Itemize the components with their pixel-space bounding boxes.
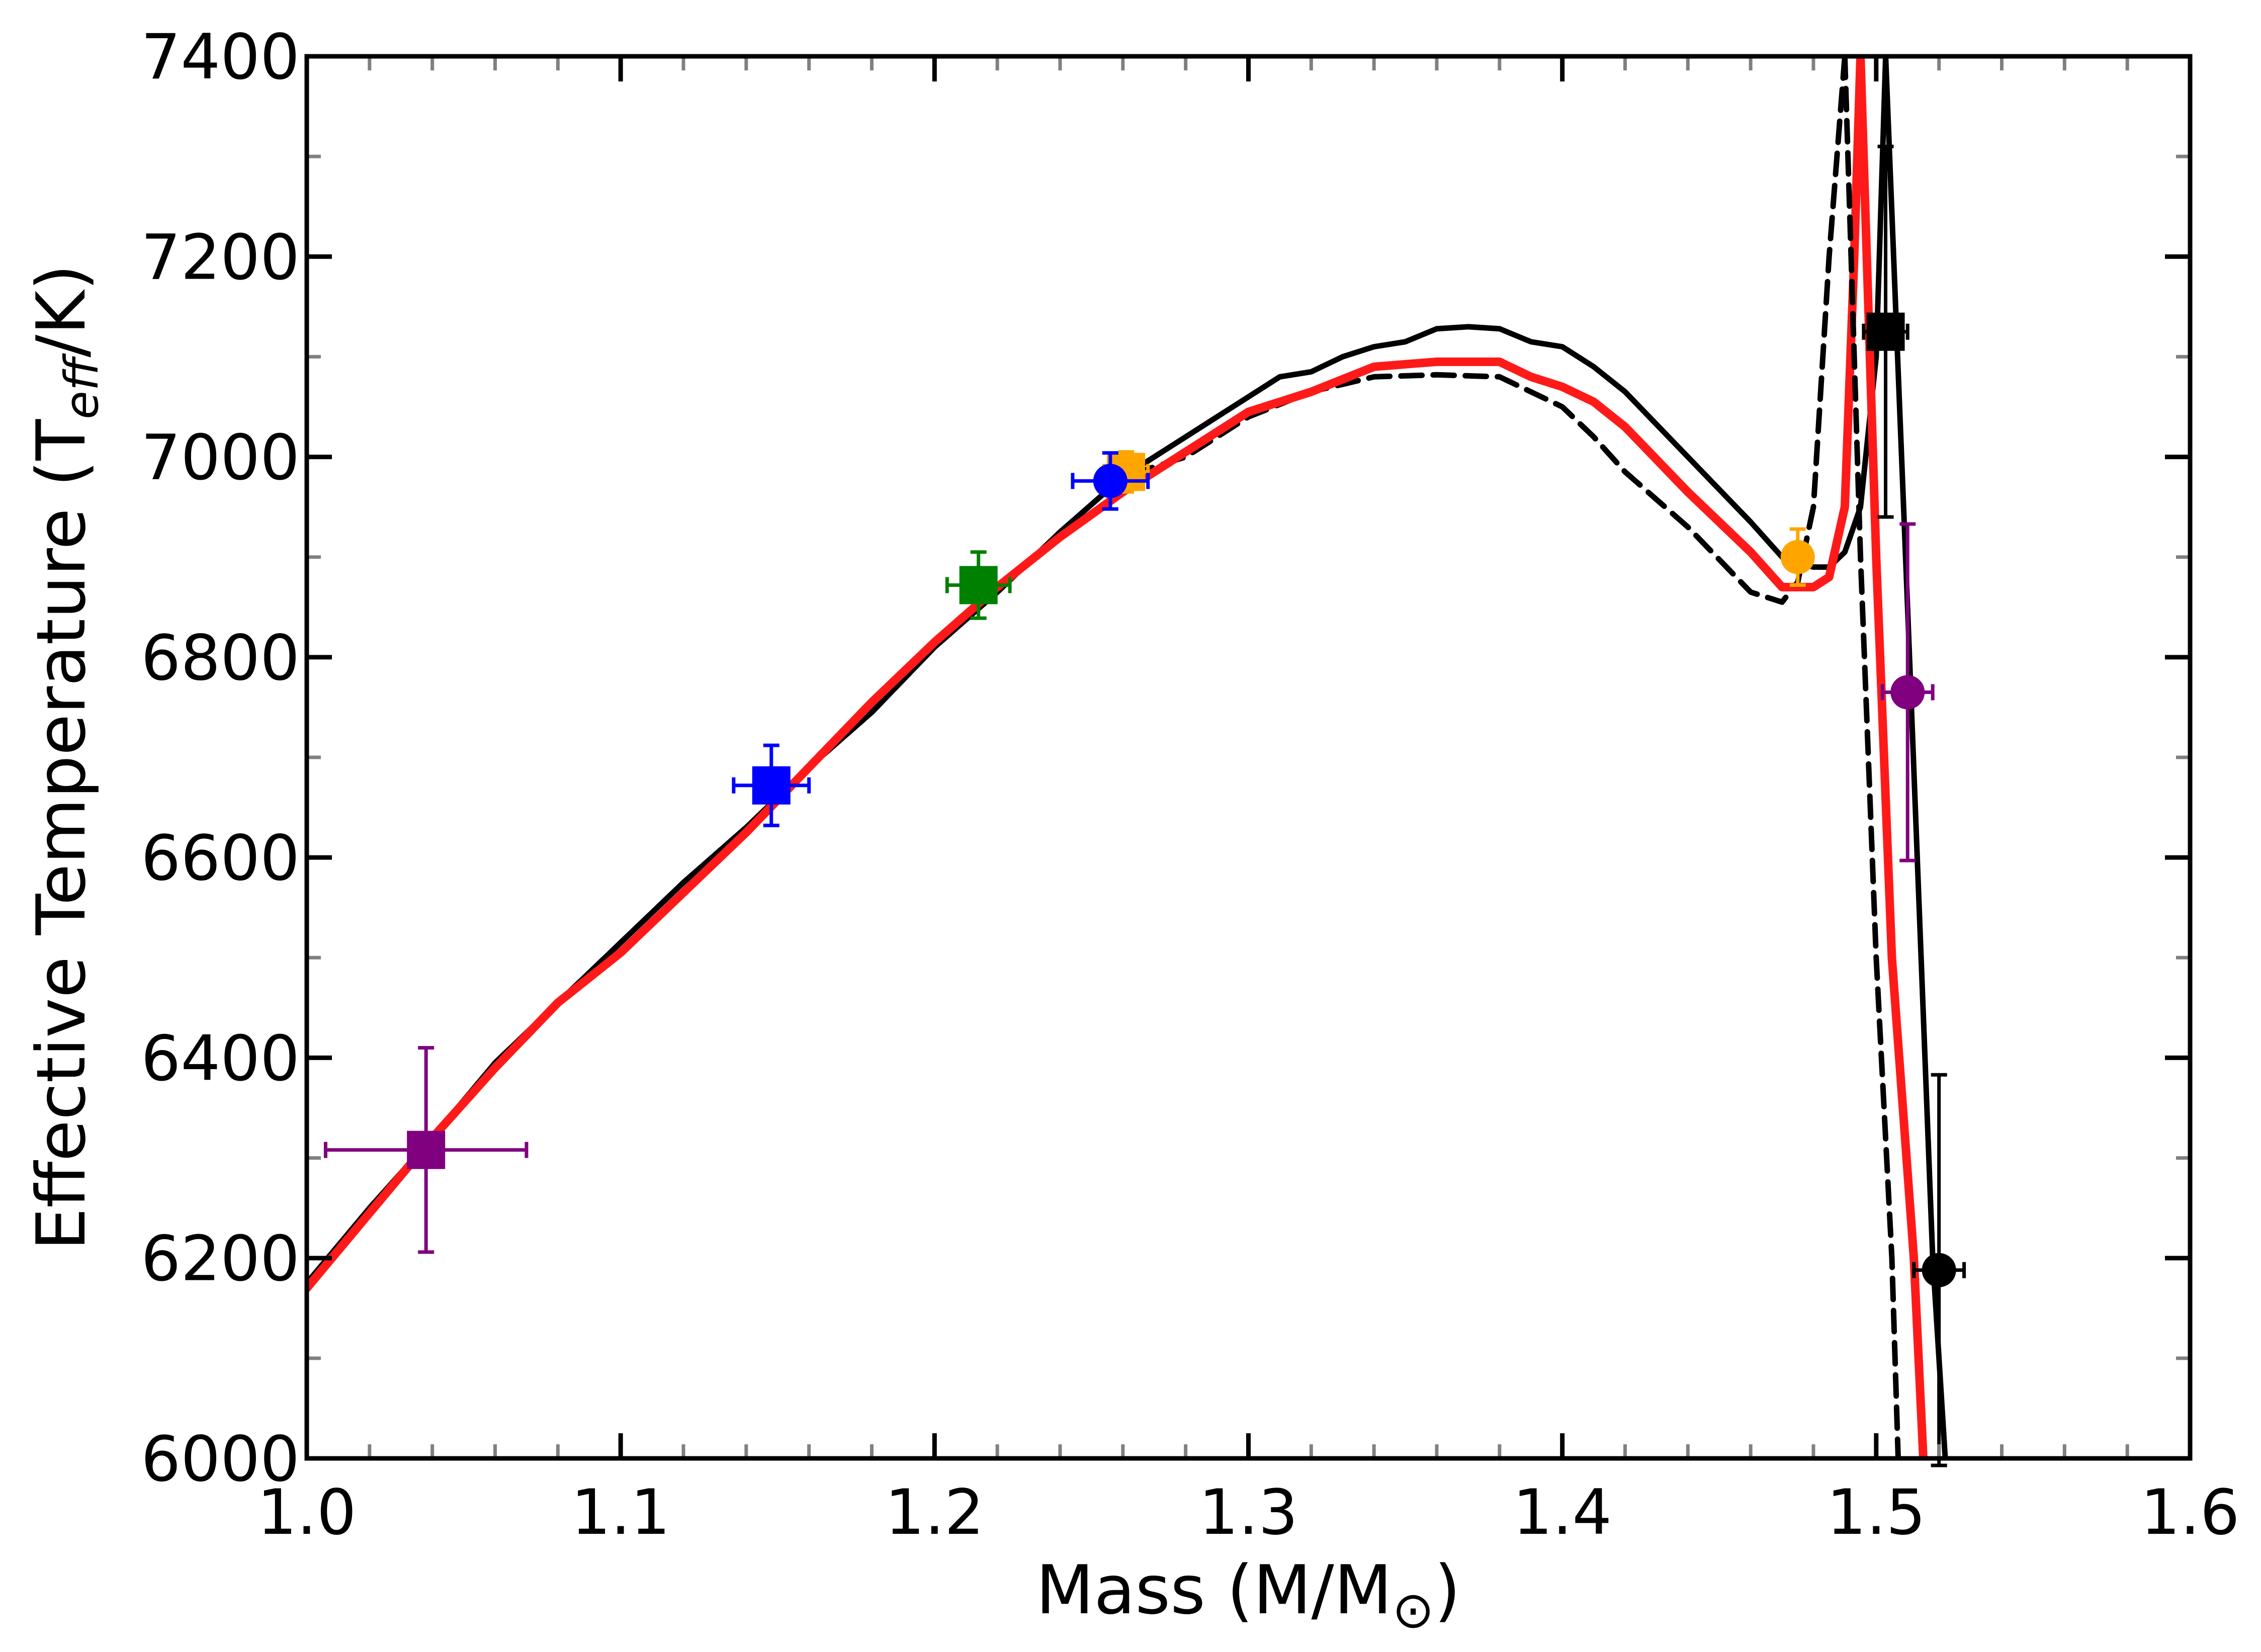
- x-tick-label: 1.6: [2140, 1476, 2239, 1549]
- y-tick-label: 6200: [141, 1223, 300, 1295]
- circle-marker: [1093, 464, 1127, 498]
- purple-circle-marker: [1880, 522, 1935, 862]
- square-marker: [407, 1131, 446, 1169]
- series-layer: [307, 56, 1948, 1458]
- descending-branch-dashed-black-line: [1842, 56, 1901, 1458]
- x-axis-label-close: ): [1434, 1551, 1460, 1629]
- y-axis-label-text: Effective Temperature (T: [22, 419, 101, 1251]
- model-dashed-black-line: [307, 56, 1848, 1286]
- black-circle-marker: [1912, 1073, 1966, 1467]
- circle-marker: [1780, 540, 1815, 574]
- x-tick-label: 1.4: [1513, 1476, 1612, 1549]
- square-marker: [959, 566, 998, 604]
- descending-branch-red-line: [1856, 56, 1928, 1458]
- x-axis-label: Mass (M/M⊙): [1036, 1551, 1461, 1639]
- square-marker: [1866, 312, 1905, 351]
- y-axis-label: Effective Temperature (Teff/K): [22, 264, 109, 1250]
- y-tick-label: 6400: [141, 1022, 300, 1095]
- x-axis-label-text: Mass (M/M: [1036, 1551, 1393, 1629]
- x-tick-labels: 1.0 1.1 1.2 1.3 1.4 1.5 1.6: [257, 1476, 2239, 1549]
- circle-marker: [1890, 675, 1925, 710]
- y-tick-label: 7000: [141, 422, 300, 494]
- green-square-marker: [945, 550, 1012, 620]
- model-solid-black-line: [307, 56, 1889, 1286]
- x-tick-label: 1.5: [1827, 1476, 1926, 1549]
- model-red-line: [307, 56, 1865, 1292]
- square-marker: [752, 766, 791, 805]
- y-tick-label: 6800: [141, 622, 300, 694]
- y-tick-label: 7400: [141, 21, 300, 94]
- x-tick-label: 1.3: [1199, 1476, 1298, 1549]
- y-axis-label-close: /K): [22, 264, 101, 357]
- y-tick-label: 6000: [141, 1423, 300, 1496]
- plot-frame: [304, 54, 2193, 1461]
- y-tick-label: 6600: [141, 822, 300, 895]
- y-tick-label: 7200: [141, 221, 300, 294]
- orange-circle-marker: [1780, 527, 1815, 587]
- purple-square-marker: [323, 1046, 529, 1254]
- y-tick-labels: 6000 6200 6400 6600 6800 7000 7200 7400: [141, 21, 300, 1496]
- sun-symbol: ⊙: [1392, 1581, 1434, 1639]
- y-axis-label-subscript: eff: [55, 353, 109, 419]
- x-tick-label: 1.1: [571, 1476, 670, 1549]
- blue-square-marker: [732, 743, 811, 827]
- x-tick-label: 1.2: [885, 1476, 984, 1549]
- x-tick-label: 1.0: [257, 1476, 356, 1549]
- circle-marker: [1922, 1253, 1956, 1287]
- marker-layer: [323, 144, 1966, 1467]
- black-square-marker: [1862, 144, 1909, 519]
- blue-circle-marker: [1071, 451, 1150, 511]
